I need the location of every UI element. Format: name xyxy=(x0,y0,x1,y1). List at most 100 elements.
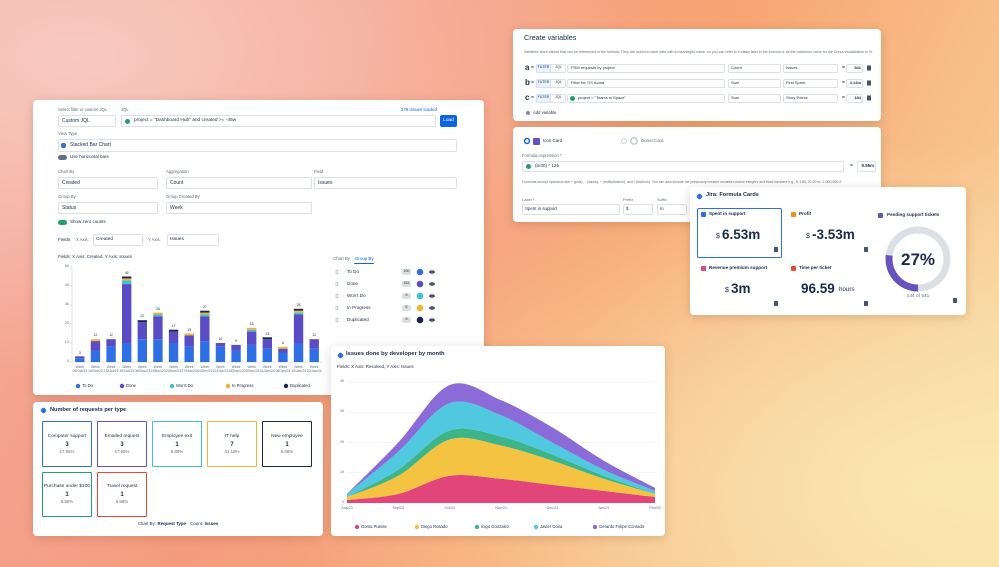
result-value: 9.55m xyxy=(861,163,874,169)
status-count: 6 xyxy=(405,305,408,310)
delete-icon[interactable] xyxy=(867,65,871,71)
panel-title: Create variables xyxy=(524,33,577,43)
label: Label * xyxy=(522,196,535,202)
bar-segment xyxy=(122,284,132,343)
card-label: Profit xyxy=(799,211,811,217)
tab: Group By xyxy=(355,255,374,261)
radio-label: Icon Card xyxy=(543,137,563,143)
card-label: Revenue premium support xyxy=(709,265,768,271)
legend-label: To Do xyxy=(82,382,93,388)
visibility-icon[interactable] xyxy=(429,282,435,286)
bar-segment xyxy=(75,356,85,359)
plot xyxy=(526,65,871,115)
footer-part: · Count: xyxy=(187,521,204,526)
y-tick-label: 20 xyxy=(340,439,344,444)
label: Group Created By xyxy=(166,193,200,199)
request-card: New employee 1 5.88% xyxy=(262,421,312,467)
delete-icon[interactable] xyxy=(774,247,778,252)
load-button[interactable] xyxy=(440,115,457,127)
delete-icon[interactable] xyxy=(774,301,778,306)
source-active xyxy=(536,93,551,103)
query-value: Filter for TIS board xyxy=(571,80,605,85)
visibility-icon[interactable] xyxy=(429,306,435,310)
aggregation-select xyxy=(728,78,781,88)
delete-icon[interactable] xyxy=(953,298,957,303)
drag-handle xyxy=(335,269,337,271)
bar-segment xyxy=(231,350,241,362)
visibility-icon[interactable] xyxy=(429,270,435,274)
delete-icon[interactable] xyxy=(867,95,871,101)
count-badge xyxy=(402,293,411,299)
toggle-option: JQL xyxy=(555,95,562,100)
bar-segment xyxy=(215,346,226,362)
bar-segment xyxy=(262,337,272,340)
query-input xyxy=(567,93,725,103)
bar-segment xyxy=(200,316,210,342)
drag-handle xyxy=(335,305,337,307)
plot xyxy=(523,137,638,145)
x-tick-label: Week 16/Oct/23 xyxy=(88,365,103,374)
legend-label: Javier Coira xyxy=(540,523,563,529)
card-icon xyxy=(791,266,796,271)
card-percent: 5.88% xyxy=(280,448,294,454)
bar-segment xyxy=(184,333,194,336)
select-value: Created xyxy=(62,179,80,186)
tab: Chart By xyxy=(333,255,351,261)
equals: = xyxy=(842,64,845,71)
y-tick-label: 30 xyxy=(340,409,344,414)
card-value: 3m xyxy=(731,281,751,297)
input xyxy=(93,234,143,246)
y-tick-label: 10 xyxy=(340,469,344,474)
label: Select filter or custom JQL xyxy=(58,106,108,112)
drag-handle xyxy=(337,319,339,321)
card-count: 1 xyxy=(285,441,289,448)
query-value: project = "Teams in Space" xyxy=(578,95,626,100)
visibility-icon[interactable] xyxy=(429,294,435,298)
card-percent: 5.88% xyxy=(115,499,129,505)
drag-handle xyxy=(337,273,339,275)
x-tick-label: Week 25/Dec/23 xyxy=(243,365,260,374)
x-tick-label: Week 08/Jan/24 xyxy=(275,365,291,374)
input-value: $ xyxy=(626,206,629,212)
bar-segment xyxy=(200,312,210,315)
toggle-option: FILTER xyxy=(537,65,550,70)
bar-segment xyxy=(200,341,210,362)
help-text: Formulas accept operators like + (plus),… xyxy=(522,180,842,185)
bar-segment xyxy=(106,339,116,347)
bar-segment xyxy=(247,331,257,345)
x-tick-label: Week 11/Dec/23 xyxy=(212,365,229,374)
bar-segment xyxy=(122,343,132,362)
donut-value: 27% xyxy=(900,249,936,269)
label: JQL xyxy=(121,106,129,112)
chart-canvas xyxy=(347,381,655,530)
visibility-icon[interactable] xyxy=(429,318,435,322)
drag-handle xyxy=(337,305,339,307)
legend-swatch xyxy=(592,524,598,530)
icon-card-icon xyxy=(533,137,540,145)
value-box xyxy=(846,93,863,103)
drag-handle xyxy=(335,297,337,299)
equals: = xyxy=(842,94,845,101)
radio-label: Donut Card xyxy=(641,137,664,143)
bar-segment xyxy=(293,343,304,362)
select xyxy=(58,115,116,127)
toggle-option: FILTER xyxy=(537,95,550,100)
delete-icon[interactable] xyxy=(864,301,868,306)
delete-icon[interactable] xyxy=(864,247,868,252)
label: X Axis: xyxy=(76,236,89,242)
footer-part: Chart By: xyxy=(137,521,157,526)
y-tick-label: 30 xyxy=(64,302,69,307)
bar-segment xyxy=(293,314,304,343)
card-suffix: hours xyxy=(839,285,855,293)
bar-segment xyxy=(231,344,241,351)
bar-segment xyxy=(278,348,288,353)
status-color xyxy=(416,316,424,324)
delete-icon[interactable] xyxy=(867,80,871,86)
x-tick-label: Week 06/Nov/23 xyxy=(134,365,151,374)
legend-swatch xyxy=(283,383,289,389)
card-percent: 17.65% xyxy=(59,448,75,454)
variables-panel: Create variables Variables store values t… xyxy=(513,29,881,121)
card-count: 7 xyxy=(230,441,234,448)
request-card: IT help 7 41.18% xyxy=(207,421,257,467)
card-percent: 5.88% xyxy=(60,499,74,505)
